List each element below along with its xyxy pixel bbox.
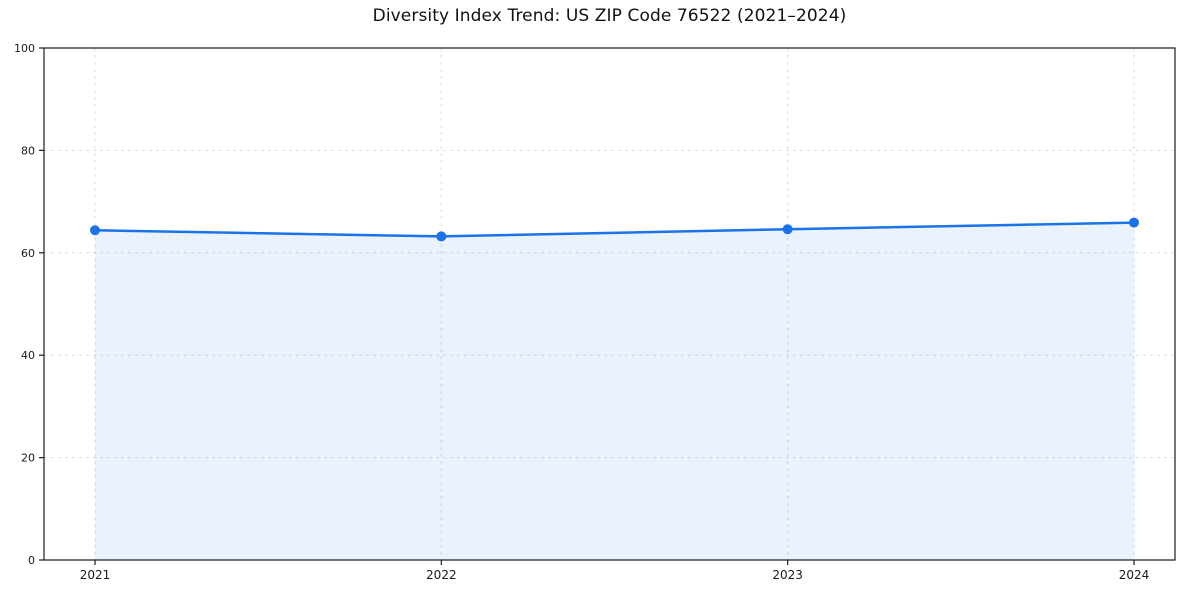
- x-tick-label-2022: 2022: [426, 568, 457, 582]
- data-point-2024: [1129, 217, 1139, 228]
- chart-title: Diversity Index Trend: US ZIP Code 76522…: [372, 6, 847, 26]
- y-tick-label-100: 100: [14, 42, 35, 55]
- plot-frame: [43, 47, 1176, 561]
- data-point-2021: [90, 225, 100, 236]
- x-tick-label-2024: 2024: [1119, 568, 1150, 582]
- y-tick-label-0: 0: [28, 554, 35, 567]
- x-tick-label-2021: 2021: [80, 568, 111, 582]
- area-fill: [95, 222, 1134, 561]
- y-tick-label-60: 60: [21, 247, 35, 260]
- trend-line: [93, 221, 1136, 238]
- y-tick-label-40: 40: [21, 349, 35, 362]
- data-point-2023: [782, 224, 793, 235]
- data-point-2022: [436, 231, 447, 242]
- y-tick-label-20: 20: [21, 452, 35, 465]
- x-tick-label-2023: 2023: [772, 568, 803, 582]
- y-tick-label-80: 80: [21, 144, 35, 157]
